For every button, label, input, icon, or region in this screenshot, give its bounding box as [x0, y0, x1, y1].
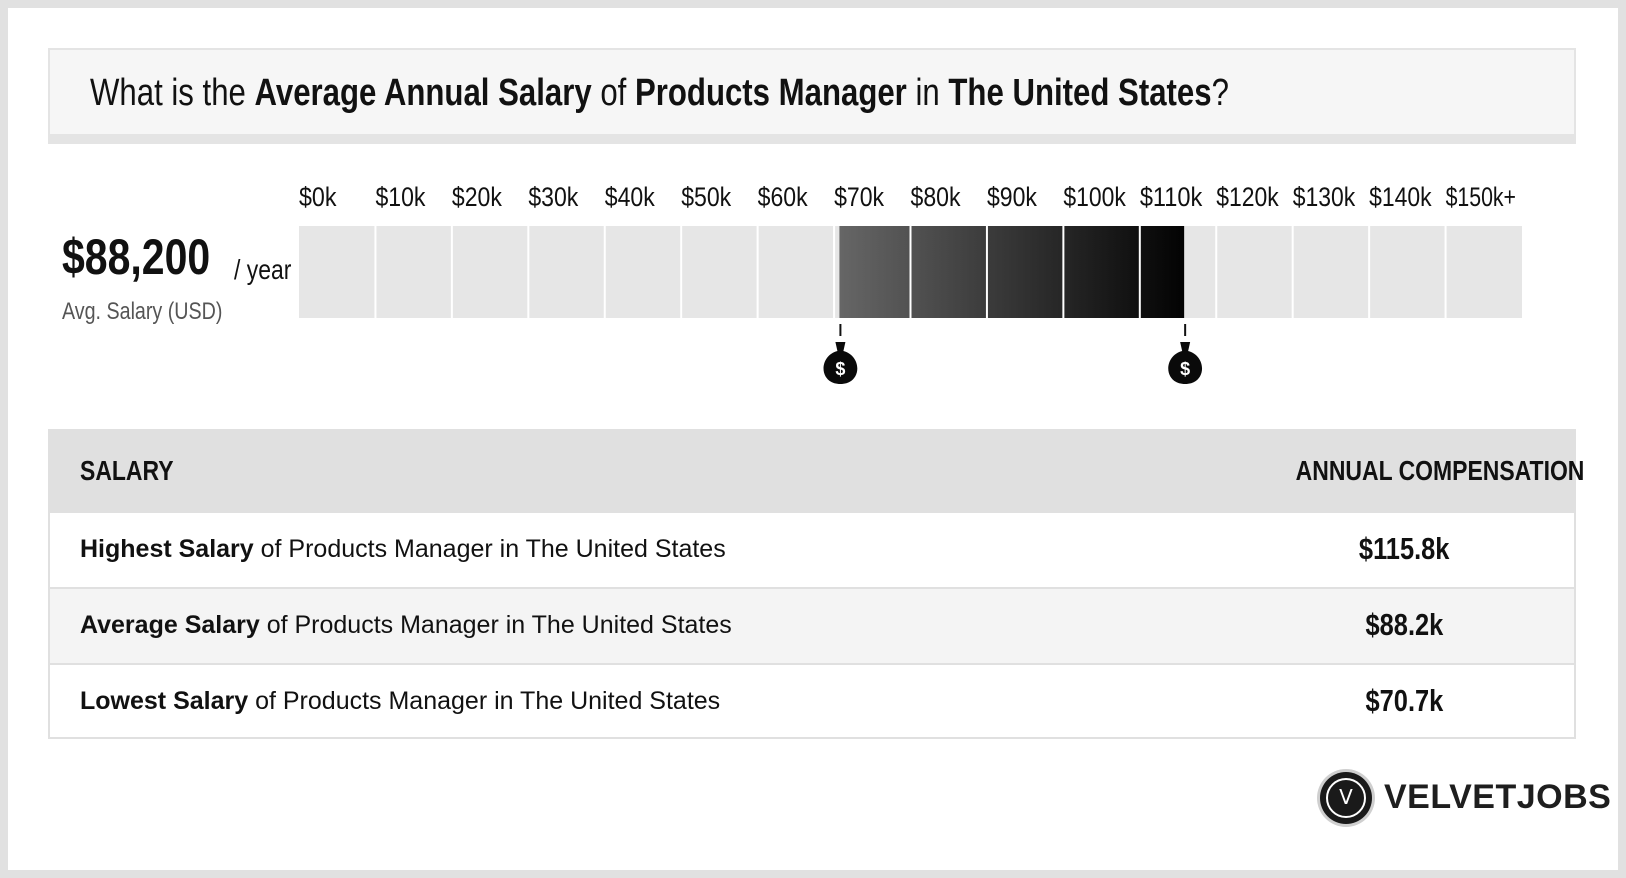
high-salary-marker: $ [1168, 324, 1203, 384]
tick-label: $40k [605, 182, 655, 212]
header-compensation: ANNUAL COMPENSATION [1295, 455, 1585, 486]
title-prefix: What is the [90, 72, 255, 114]
row-value: $115.8k [1358, 531, 1450, 566]
salary-range-chart: $0k $10k $20k $30k $40k $50k $60k $70k $80k $90k $… [299, 182, 1522, 384]
page-title: What is the Average Annual Salary of Pro… [90, 72, 1479, 115]
table-row: Highest Salary of Products Manager in Th… [50, 511, 1574, 587]
tick-label: $50k [681, 182, 731, 212]
title-end: ? [1211, 72, 1229, 114]
tick-label: $70k [834, 182, 884, 212]
tick-label: $20k [452, 182, 502, 212]
tick-label: $80k [911, 182, 961, 212]
table-row: Lowest Salary of Products Manager in The… [50, 663, 1574, 739]
svg-text:$: $ [835, 359, 845, 379]
money-bag-icon [823, 342, 858, 384]
row-label: Highest Salary of Products Manager in Th… [80, 535, 726, 564]
svg-text:$: $ [1180, 359, 1190, 379]
row-label-rest: of Products Manager in The United States [248, 687, 721, 715]
table-header: SALARY ANNUAL COMPENSATION [50, 431, 1584, 511]
title-box: What is the Average Annual Salary of Pro… [48, 48, 1576, 144]
title-job: Products Manager [634, 72, 907, 114]
title-metric: Average Annual Salary [254, 72, 592, 114]
title-in: in [906, 72, 949, 114]
row-label-bold: Highest Salary [80, 535, 254, 563]
tick-label: $140k [1369, 182, 1432, 212]
logo-letter: V [1339, 785, 1353, 809]
row-label: Average Salary of Products Manager in Th… [80, 611, 732, 640]
table-row: Average Salary of Products Manager in Th… [50, 587, 1574, 663]
average-salary: $88,200 / year [62, 228, 291, 286]
tick-label: $120k [1216, 182, 1279, 212]
title-of: of [591, 72, 635, 114]
tick-label: $30k [528, 182, 578, 212]
title-location: The United States [948, 72, 1212, 114]
header-salary: SALARY [80, 455, 174, 486]
tick-label: $90k [987, 182, 1037, 212]
row-label: Lowest Salary of Products Manager in The… [80, 687, 720, 716]
tick-label: $110k [1140, 182, 1203, 212]
tick-label: $10k [375, 182, 425, 212]
average-amount: $88,200 [62, 229, 211, 285]
tick-label: $150k+ [1446, 182, 1516, 212]
tick-label: $60k [758, 182, 808, 212]
low-salary-marker: $ [823, 324, 858, 384]
row-label-rest: of Products Manager in The United States [259, 611, 732, 639]
money-bag-icon [1168, 342, 1203, 384]
row-label-rest: of Products Manager in The United States [253, 535, 726, 563]
row-value: $88.2k [1365, 607, 1443, 642]
average-label: Avg. Salary (USD) [62, 298, 223, 325]
row-label-bold: Lowest Salary [80, 687, 249, 715]
average-unit: / year [234, 254, 292, 285]
tick-label: $130k [1293, 182, 1356, 212]
tick-label: $0k [299, 182, 337, 212]
salary-range-bar [839, 226, 1185, 318]
tick-label: $100k [1063, 182, 1126, 212]
logo-mark-icon: V [1320, 772, 1372, 824]
row-value: $70.7k [1365, 683, 1443, 718]
salary-table: SALARY ANNUAL COMPENSATION Highest Salar… [48, 429, 1584, 739]
logo-text: VELVETJOBS [1384, 778, 1612, 816]
row-label-bold: Average Salary [80, 611, 260, 639]
